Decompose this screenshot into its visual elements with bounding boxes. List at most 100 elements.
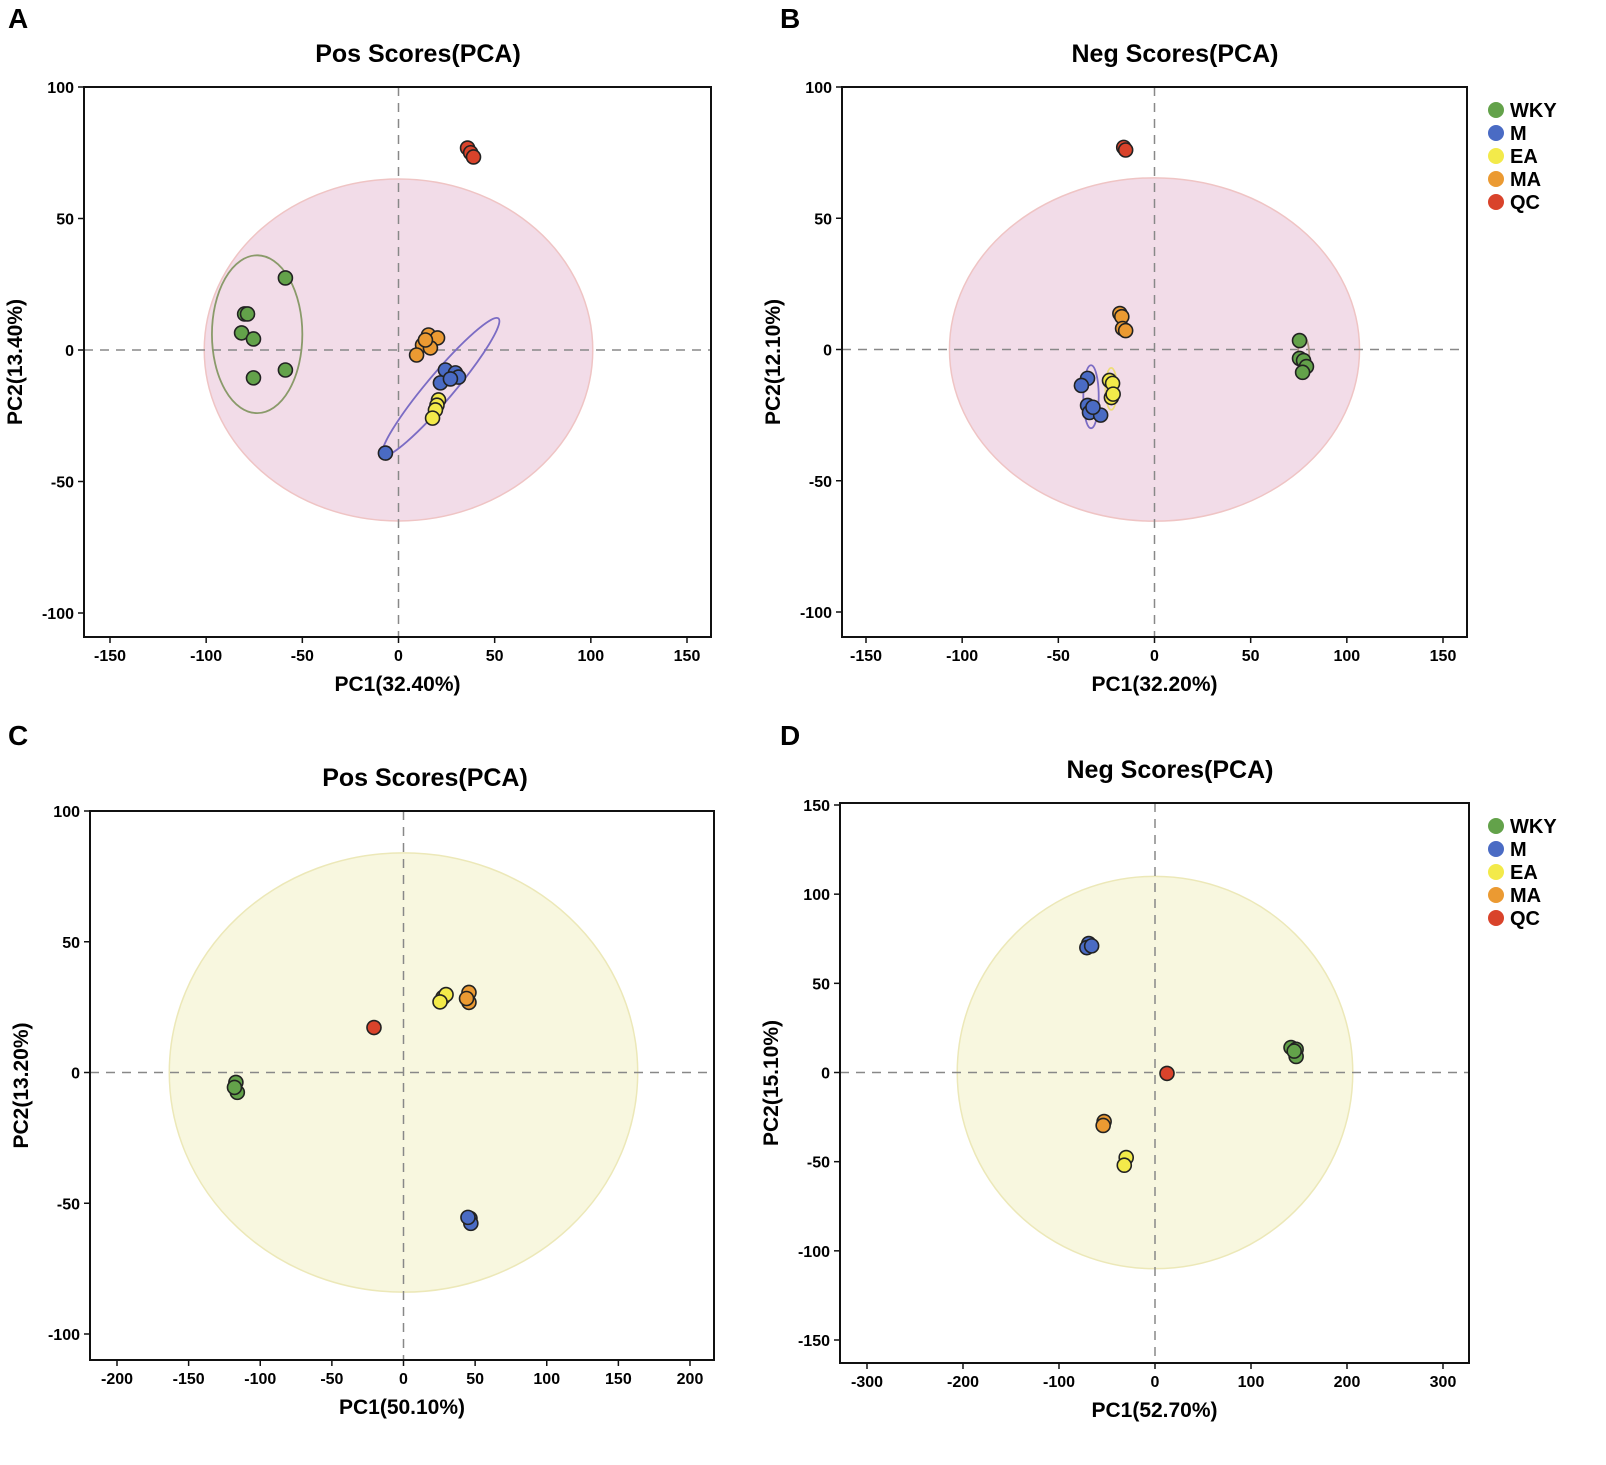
y-tick-label: -100 [42, 606, 74, 623]
point-ma [408, 347, 425, 363]
x-tick-label: 0 [394, 648, 403, 665]
point-m [1085, 399, 1101, 416]
x-tick-label: -50 [320, 1371, 343, 1388]
x-tick-label: -100 [190, 648, 222, 665]
y-tick-label: 0 [65, 343, 74, 360]
x-axis-label: PC1(32.20%) [1091, 673, 1217, 696]
x-tick-label: 150 [1430, 648, 1457, 665]
x-tick-label: 200 [677, 1371, 704, 1388]
legend-label-m: M [1510, 123, 1527, 145]
panel-a: A Pos Scores(PCA) -150 -100 -50 0 50 100 150 -100… [4, 3, 712, 696]
legend-marker-wky [1488, 818, 1504, 834]
point-wky [245, 370, 262, 386]
x-tick-label: 150 [674, 648, 701, 665]
y-tick-label: -100 [798, 1244, 830, 1261]
legend-label-wky: WKY [1510, 816, 1557, 838]
y-tick-label: -50 [57, 1196, 80, 1213]
x-tick-label: -150 [173, 1371, 205, 1388]
x-tick-label: 50 [1242, 648, 1260, 665]
point-qc [1159, 1065, 1175, 1082]
point-ea [424, 410, 441, 426]
legend-label-ma: MA [1510, 169, 1541, 191]
group-ellipse-m [1082, 364, 1100, 430]
legend-marker-qc [1488, 910, 1504, 926]
point-ea [432, 994, 448, 1010]
panel-label: D [780, 720, 800, 751]
y-tick-label: 50 [62, 935, 80, 952]
x-tick-label: 100 [1238, 1374, 1265, 1391]
legend-label-wky: WKY [1510, 100, 1557, 122]
x-axis-label: PC1(52.70%) [1091, 1399, 1217, 1422]
legend-label-qc: QC [1510, 192, 1540, 214]
x-tick-label: 50 [466, 1371, 484, 1388]
x-axis-label: PC1(32.40%) [334, 673, 460, 696]
chart-title: Neg Scores(PCA) [1067, 756, 1274, 784]
x-tick-label: 0 [1150, 648, 1159, 665]
panel-d: D Neg Scores(PCA) -300 -200 -100 0 100 200 300 -1… [760, 720, 1557, 1422]
point-ma [1117, 322, 1134, 339]
panel-label: A [8, 3, 28, 34]
chart-title: Pos Scores(PCA) [315, 40, 521, 68]
y-tick-label: -50 [51, 475, 74, 492]
y-tick-label: 100 [47, 80, 74, 97]
legend-marker-wky [1488, 102, 1504, 118]
x-tick-label: 300 [1430, 1374, 1457, 1391]
x-tick-label: 50 [486, 648, 504, 665]
y-tick-label: -100 [800, 605, 832, 622]
y-tick-label: 50 [812, 976, 830, 993]
panel-label: B [780, 3, 800, 34]
y-tick-label: 0 [71, 1066, 80, 1083]
x-tick-label: 0 [399, 1371, 408, 1388]
y-tick-label: -50 [807, 1155, 830, 1172]
y-tick-label: 100 [803, 887, 830, 904]
x-tick-label: -100 [946, 648, 978, 665]
x-tick-label: 100 [1333, 648, 1360, 665]
point-m [1083, 938, 1100, 954]
y-axis-label: PC2(12.10%) [762, 299, 785, 425]
legend-marker-m [1488, 125, 1504, 141]
y-tick-label: -150 [798, 1333, 830, 1350]
x-tick-label: 100 [577, 648, 604, 665]
x-tick-label: -200 [101, 1371, 133, 1388]
chart-title: Neg Scores(PCA) [1072, 40, 1279, 68]
y-tick-label: 150 [803, 798, 830, 815]
legend-label-ea: EA [1510, 146, 1538, 168]
chart-title: Pos Scores(PCA) [322, 764, 528, 792]
point-wky [239, 306, 256, 322]
y-axis-label: PC2(15.10%) [760, 1020, 783, 1146]
legend-marker-ea [1488, 864, 1504, 880]
x-tick-label: 200 [1334, 1374, 1361, 1391]
y-axis-label: PC2(13.40%) [4, 299, 27, 425]
x-tick-label: -50 [1047, 648, 1070, 665]
point-wky [233, 325, 250, 341]
plot-frame [83, 86, 712, 638]
point-qc [465, 149, 482, 165]
point-m [442, 371, 459, 387]
legend-label-ma: MA [1510, 885, 1541, 907]
y-tick-label: 50 [56, 212, 74, 229]
legend-marker-m [1488, 841, 1504, 857]
point-m [460, 1209, 476, 1226]
point-wky [245, 331, 262, 347]
panel-label: C [8, 720, 28, 751]
x-tick-label: -300 [851, 1374, 883, 1391]
point-ea [1105, 386, 1121, 402]
point-ma [1095, 1117, 1111, 1134]
x-axis-label: PC1(50.10%) [339, 1396, 465, 1419]
point-qc [1117, 142, 1134, 158]
y-tick-label: 0 [823, 343, 832, 360]
y-tick-label: 50 [814, 211, 832, 228]
point-m [377, 445, 394, 461]
point-ea [1116, 1157, 1133, 1174]
x-tick-label: -50 [291, 648, 314, 665]
panel-c: C Pos Scores(PCA) -200 -150 -100 -50 0 50 100 150… [8, 720, 715, 1419]
point-ma [417, 332, 434, 348]
legend-label-m: M [1510, 839, 1527, 861]
x-tick-label: 150 [605, 1371, 632, 1388]
plot-frame [89, 810, 715, 1361]
point-qc [366, 1019, 382, 1036]
legend-marker-qc [1488, 194, 1504, 210]
